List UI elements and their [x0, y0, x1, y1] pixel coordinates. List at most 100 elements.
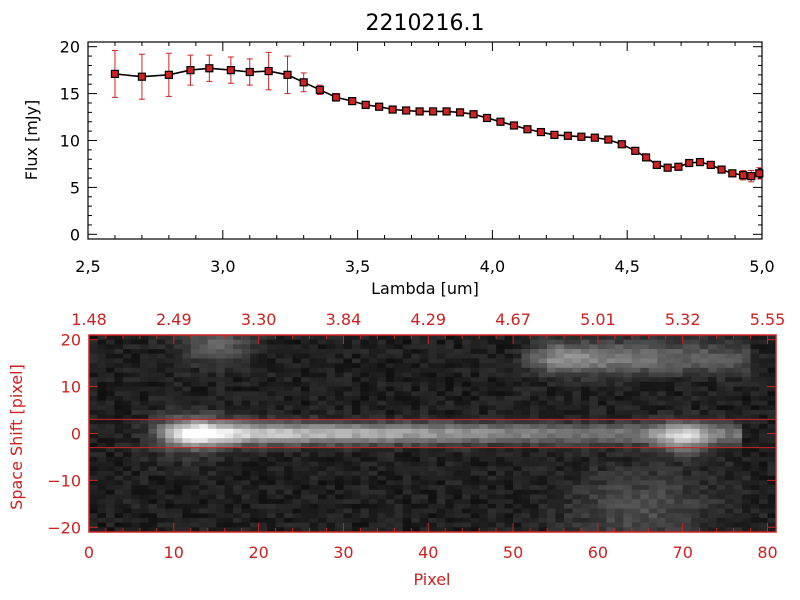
- image-pixel: [190, 400, 200, 406]
- image-pixel: [699, 377, 709, 383]
- image-pixel: [631, 494, 641, 500]
- image-pixel: [292, 405, 302, 411]
- image-pixel: [597, 367, 607, 373]
- image-pixel: [156, 466, 166, 472]
- image-pixel: [377, 395, 387, 402]
- image-pixel: [105, 344, 115, 350]
- image-pixel: [496, 456, 505, 463]
- image-pixel: [479, 367, 489, 373]
- image-pixel: [292, 391, 302, 397]
- image-pixel: [597, 339, 607, 345]
- image-pixel: [453, 358, 463, 364]
- image-pixel: [665, 433, 675, 439]
- image-pixel: [479, 424, 489, 430]
- image-pixel: [173, 428, 183, 434]
- image-pixel: [233, 428, 243, 434]
- image-pixel: [360, 494, 370, 500]
- image-pixel: [504, 335, 514, 341]
- image-pixel: [547, 424, 556, 430]
- image-pixel: [479, 480, 489, 486]
- image-pixel: [538, 386, 548, 392]
- image-pixel: [377, 372, 387, 378]
- image-pixel: [267, 424, 276, 430]
- image-pixel: [648, 456, 658, 463]
- image-pixel: [241, 391, 251, 397]
- image-pixel: [504, 485, 514, 491]
- image-pixel: [301, 489, 310, 495]
- image-pixel: [360, 381, 370, 387]
- image-pixel: [453, 377, 463, 383]
- image-pixel: [334, 339, 344, 345]
- image-pixel: [190, 349, 200, 355]
- image-pixel: [513, 419, 522, 425]
- image-pixel: [173, 367, 183, 373]
- image-pixel: [199, 442, 209, 448]
- image-pixel: [105, 424, 115, 430]
- image-pixel: [674, 456, 684, 463]
- image-top-tick-label: 5.01: [580, 310, 616, 329]
- image-pixel: [631, 353, 641, 359]
- image-pixel: [114, 522, 124, 528]
- image-pixel: [623, 349, 633, 355]
- image-pixel: [122, 456, 132, 463]
- image-pixel: [547, 353, 556, 359]
- image-x-tick-label: 70: [673, 543, 693, 562]
- image-pixel: [122, 471, 132, 477]
- image-pixel: [665, 353, 675, 359]
- image-pixel: [267, 466, 276, 472]
- image-pixel: [267, 513, 276, 519]
- image-pixel: [580, 339, 590, 345]
- image-pixel: [326, 391, 336, 397]
- image-pixel: [555, 456, 565, 463]
- image-pixel: [699, 339, 709, 345]
- image-pixel: [326, 424, 336, 430]
- image-pixel: [436, 447, 446, 453]
- image-pixel: [453, 339, 463, 345]
- image-pixel: [351, 335, 361, 341]
- image-pixel: [691, 400, 701, 406]
- image-pixel: [343, 442, 353, 448]
- data-point: [110, 69, 120, 78]
- image-pixel: [377, 410, 387, 416]
- image-pixel: [207, 442, 217, 448]
- image-pixel: [224, 485, 234, 491]
- image-pixel: [733, 433, 743, 439]
- image-pixel: [292, 414, 302, 420]
- image-pixel: [326, 499, 336, 505]
- image-pixel: [657, 424, 667, 430]
- image-pixel: [207, 480, 217, 486]
- image-pixel: [385, 335, 395, 341]
- image-pixel: [589, 428, 599, 434]
- image-pixel: [572, 438, 582, 444]
- image-pixel: [521, 503, 531, 509]
- image-pixel: [462, 391, 472, 397]
- image-pixel: [377, 499, 387, 505]
- image-pixel: [470, 353, 480, 359]
- image-pixel: [122, 527, 132, 533]
- image-pixel: [648, 452, 658, 458]
- image-pixel: [648, 367, 658, 373]
- image-pixel: [139, 456, 149, 463]
- image-pixel: [258, 522, 268, 528]
- image-pixel: [716, 442, 726, 448]
- image-pixel: [207, 466, 217, 472]
- image-pixel: [207, 517, 217, 524]
- image-pixel: [394, 452, 404, 458]
- image-pixel: [462, 377, 472, 383]
- image-pixel: [165, 503, 175, 509]
- image-pixel: [411, 475, 421, 481]
- image-pixel: [105, 456, 115, 463]
- image-pixel: [750, 438, 760, 444]
- image-pixel: [657, 452, 667, 458]
- image-pixel: [538, 442, 548, 448]
- image-pixel: [742, 513, 751, 519]
- image-pixel: [580, 466, 590, 472]
- image-pixel: [122, 433, 132, 439]
- image-pixel: [631, 349, 641, 355]
- image-pixel: [377, 344, 387, 350]
- image-pixel: [479, 419, 489, 425]
- image-pixel: [368, 466, 378, 472]
- image-pixel: [199, 391, 209, 397]
- image-pixel: [631, 424, 641, 430]
- image-pixel: [470, 466, 480, 472]
